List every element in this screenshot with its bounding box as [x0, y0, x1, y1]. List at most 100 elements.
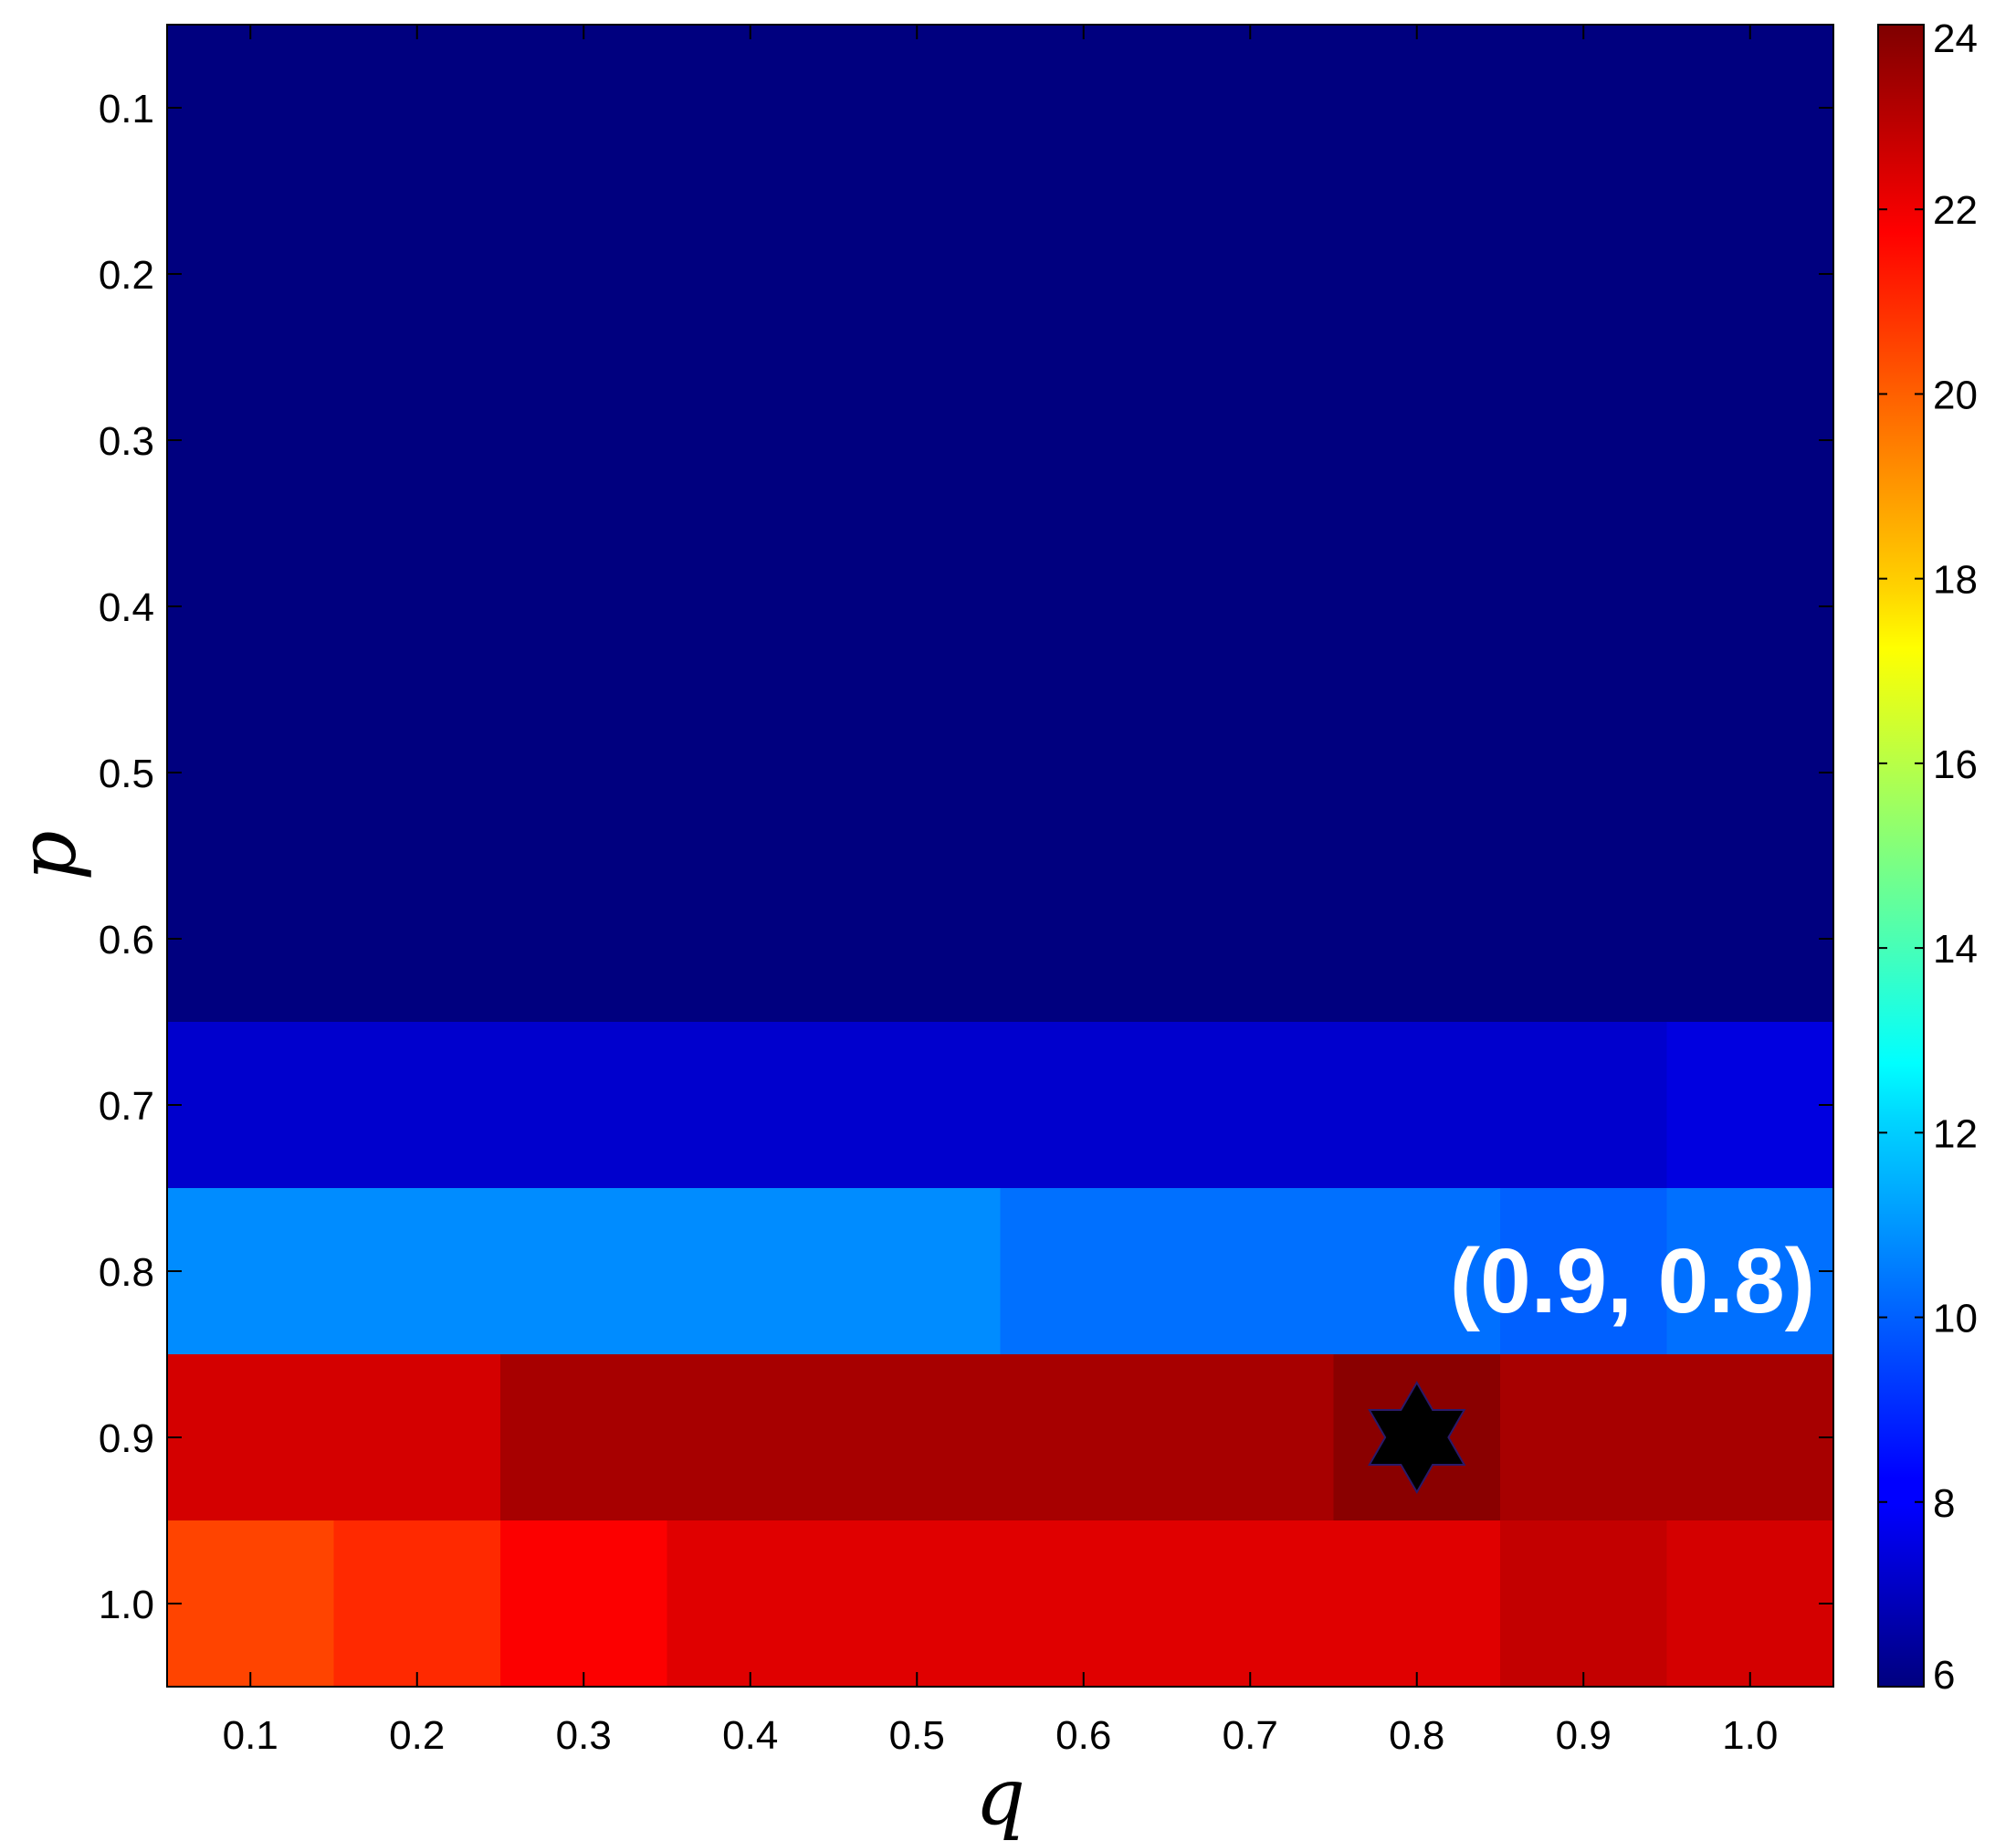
heatmap-cell [834, 1188, 1002, 1355]
heatmap-cell [834, 191, 1002, 358]
x-tick-label: 0.7 [1223, 1713, 1278, 1758]
heatmap-cell [1167, 856, 1335, 1023]
heatmap-cell [1333, 1520, 1501, 1688]
heatmap-cell [333, 689, 501, 857]
heatmap-cell [1500, 689, 1668, 857]
y-tick-label: 1.0 [99, 1583, 154, 1627]
heatmap-cell [167, 856, 335, 1023]
heatmap-cell [1500, 1188, 1668, 1355]
hexagram-marker [1368, 1381, 1466, 1494]
heatmap-cell [333, 523, 501, 690]
heatmap-cell [667, 1354, 835, 1521]
heatmap-cell [1167, 1022, 1335, 1189]
heatmap-cell [1666, 25, 1834, 192]
heatmap-cell [667, 856, 835, 1023]
heatmap-cell [500, 191, 668, 358]
y-tick-labels: 0.1 0.2 0.3 0.4 0.5 0.6 0.7 0.8 0.9 1.0 [99, 87, 154, 1627]
colorbar-tick-label: 8 [1933, 1481, 1955, 1526]
heatmap-cell [333, 1520, 501, 1688]
heatmap-cell [333, 191, 501, 358]
heatmap-cell [1500, 1354, 1668, 1521]
heatmap-cell [1000, 523, 1168, 690]
heatmap-cell [667, 1022, 835, 1189]
heatmap-cell [1666, 357, 1834, 524]
heatmap-cell [834, 1520, 1002, 1688]
heatmap-cell [500, 25, 668, 192]
colorbar-tick-label: 18 [1933, 558, 1978, 603]
colorbar-tick-label: 10 [1933, 1297, 1978, 1341]
marker-layer [1368, 1381, 1466, 1494]
y-tick-label: 0.5 [99, 752, 154, 796]
heatmap-cell [333, 357, 501, 524]
heatmap-cell [1000, 1354, 1168, 1521]
heatmap-cell [1500, 191, 1668, 358]
heatmap-cell [333, 1022, 501, 1189]
colorbar-tick-label: 16 [1933, 742, 1978, 787]
colorbar [1877, 24, 1925, 1688]
heatmap-cell [1666, 1520, 1834, 1688]
colorbar-tick-label: 24 [1933, 16, 1978, 61]
colorbar-tick-label: 12 [1933, 1111, 1978, 1156]
heatmap-cell [333, 1188, 501, 1355]
heatmap-cell [667, 523, 835, 690]
heatmap-cell [1666, 689, 1834, 857]
heatmap-cell [667, 1520, 835, 1688]
heatmap-cell [667, 357, 835, 524]
heatmap-cell [1333, 191, 1501, 358]
heatmap-cell [834, 1022, 1002, 1189]
heatmap-cells [167, 25, 1834, 1688]
heatmap-cell [1167, 523, 1335, 690]
heatmap-cell [500, 689, 668, 857]
heatmap-cell [500, 357, 668, 524]
heatmap-cell [500, 1022, 668, 1189]
plot-frame [166, 24, 1834, 1688]
y-tick-label: 0.7 [99, 1084, 154, 1129]
heatmap-cell [1500, 856, 1668, 1023]
y-tick-label: 0.1 [99, 87, 154, 132]
y-tick-label: 0.9 [99, 1416, 154, 1461]
x-tick-label: 0.4 [722, 1713, 778, 1758]
x-tick-label: 1.0 [1722, 1713, 1778, 1758]
heatmap-cell [1500, 1520, 1668, 1688]
heatmap-cell [834, 856, 1002, 1023]
x-tick-label: 0.3 [556, 1713, 612, 1758]
heatmap-cell [1333, 25, 1501, 192]
heatmap-cell [1333, 1188, 1501, 1355]
y-tick-label: 0.3 [99, 419, 154, 464]
heatmap-cell [1666, 856, 1834, 1023]
heatmap-cell [1666, 1354, 1834, 1521]
y-tick-label: 0.8 [99, 1250, 154, 1295]
heatmap-cell [1167, 25, 1335, 192]
x-tick-label: 0.2 [389, 1713, 445, 1758]
heatmap-cell [834, 357, 1002, 524]
y-tick-label: 0.4 [99, 585, 154, 630]
colorbar-ticks: 6 8 10 12 14 16 18 20 22 24 [1878, 16, 1978, 1698]
heatmap-cell [667, 191, 835, 358]
heatmap-cell [1167, 1520, 1335, 1688]
x-tick-label: 0.1 [223, 1713, 278, 1758]
heatmap-cell [1500, 523, 1668, 690]
heatmap-cell [667, 25, 835, 192]
heatmap-cell [1000, 1022, 1168, 1189]
colorbar-tick-label: 20 [1933, 373, 1978, 417]
heatmap-cell [1666, 1188, 1834, 1355]
heatmap-cell [167, 1022, 335, 1189]
heatmap-cell [167, 523, 335, 690]
heatmap-cell [1000, 191, 1168, 358]
heatmap-cell [834, 25, 1002, 192]
heatmap-cell [1000, 357, 1168, 524]
heatmap-cell [500, 523, 668, 690]
colorbar-tick-label: 22 [1933, 188, 1978, 233]
heatmap-cell [1167, 1188, 1335, 1355]
heatmap-cell [500, 1188, 668, 1355]
heatmap-cell [333, 25, 501, 192]
heatmap-cell [167, 689, 335, 857]
heatmap-cell [1666, 191, 1834, 358]
heatmap-cell [1167, 1354, 1335, 1521]
heatmap-cell [1000, 1520, 1168, 1688]
heatmap-cell [834, 1354, 1002, 1521]
colorbar-tick-label: 14 [1933, 927, 1978, 972]
heatmap-cell [1000, 25, 1168, 192]
x-tick-label: 0.8 [1389, 1713, 1444, 1758]
